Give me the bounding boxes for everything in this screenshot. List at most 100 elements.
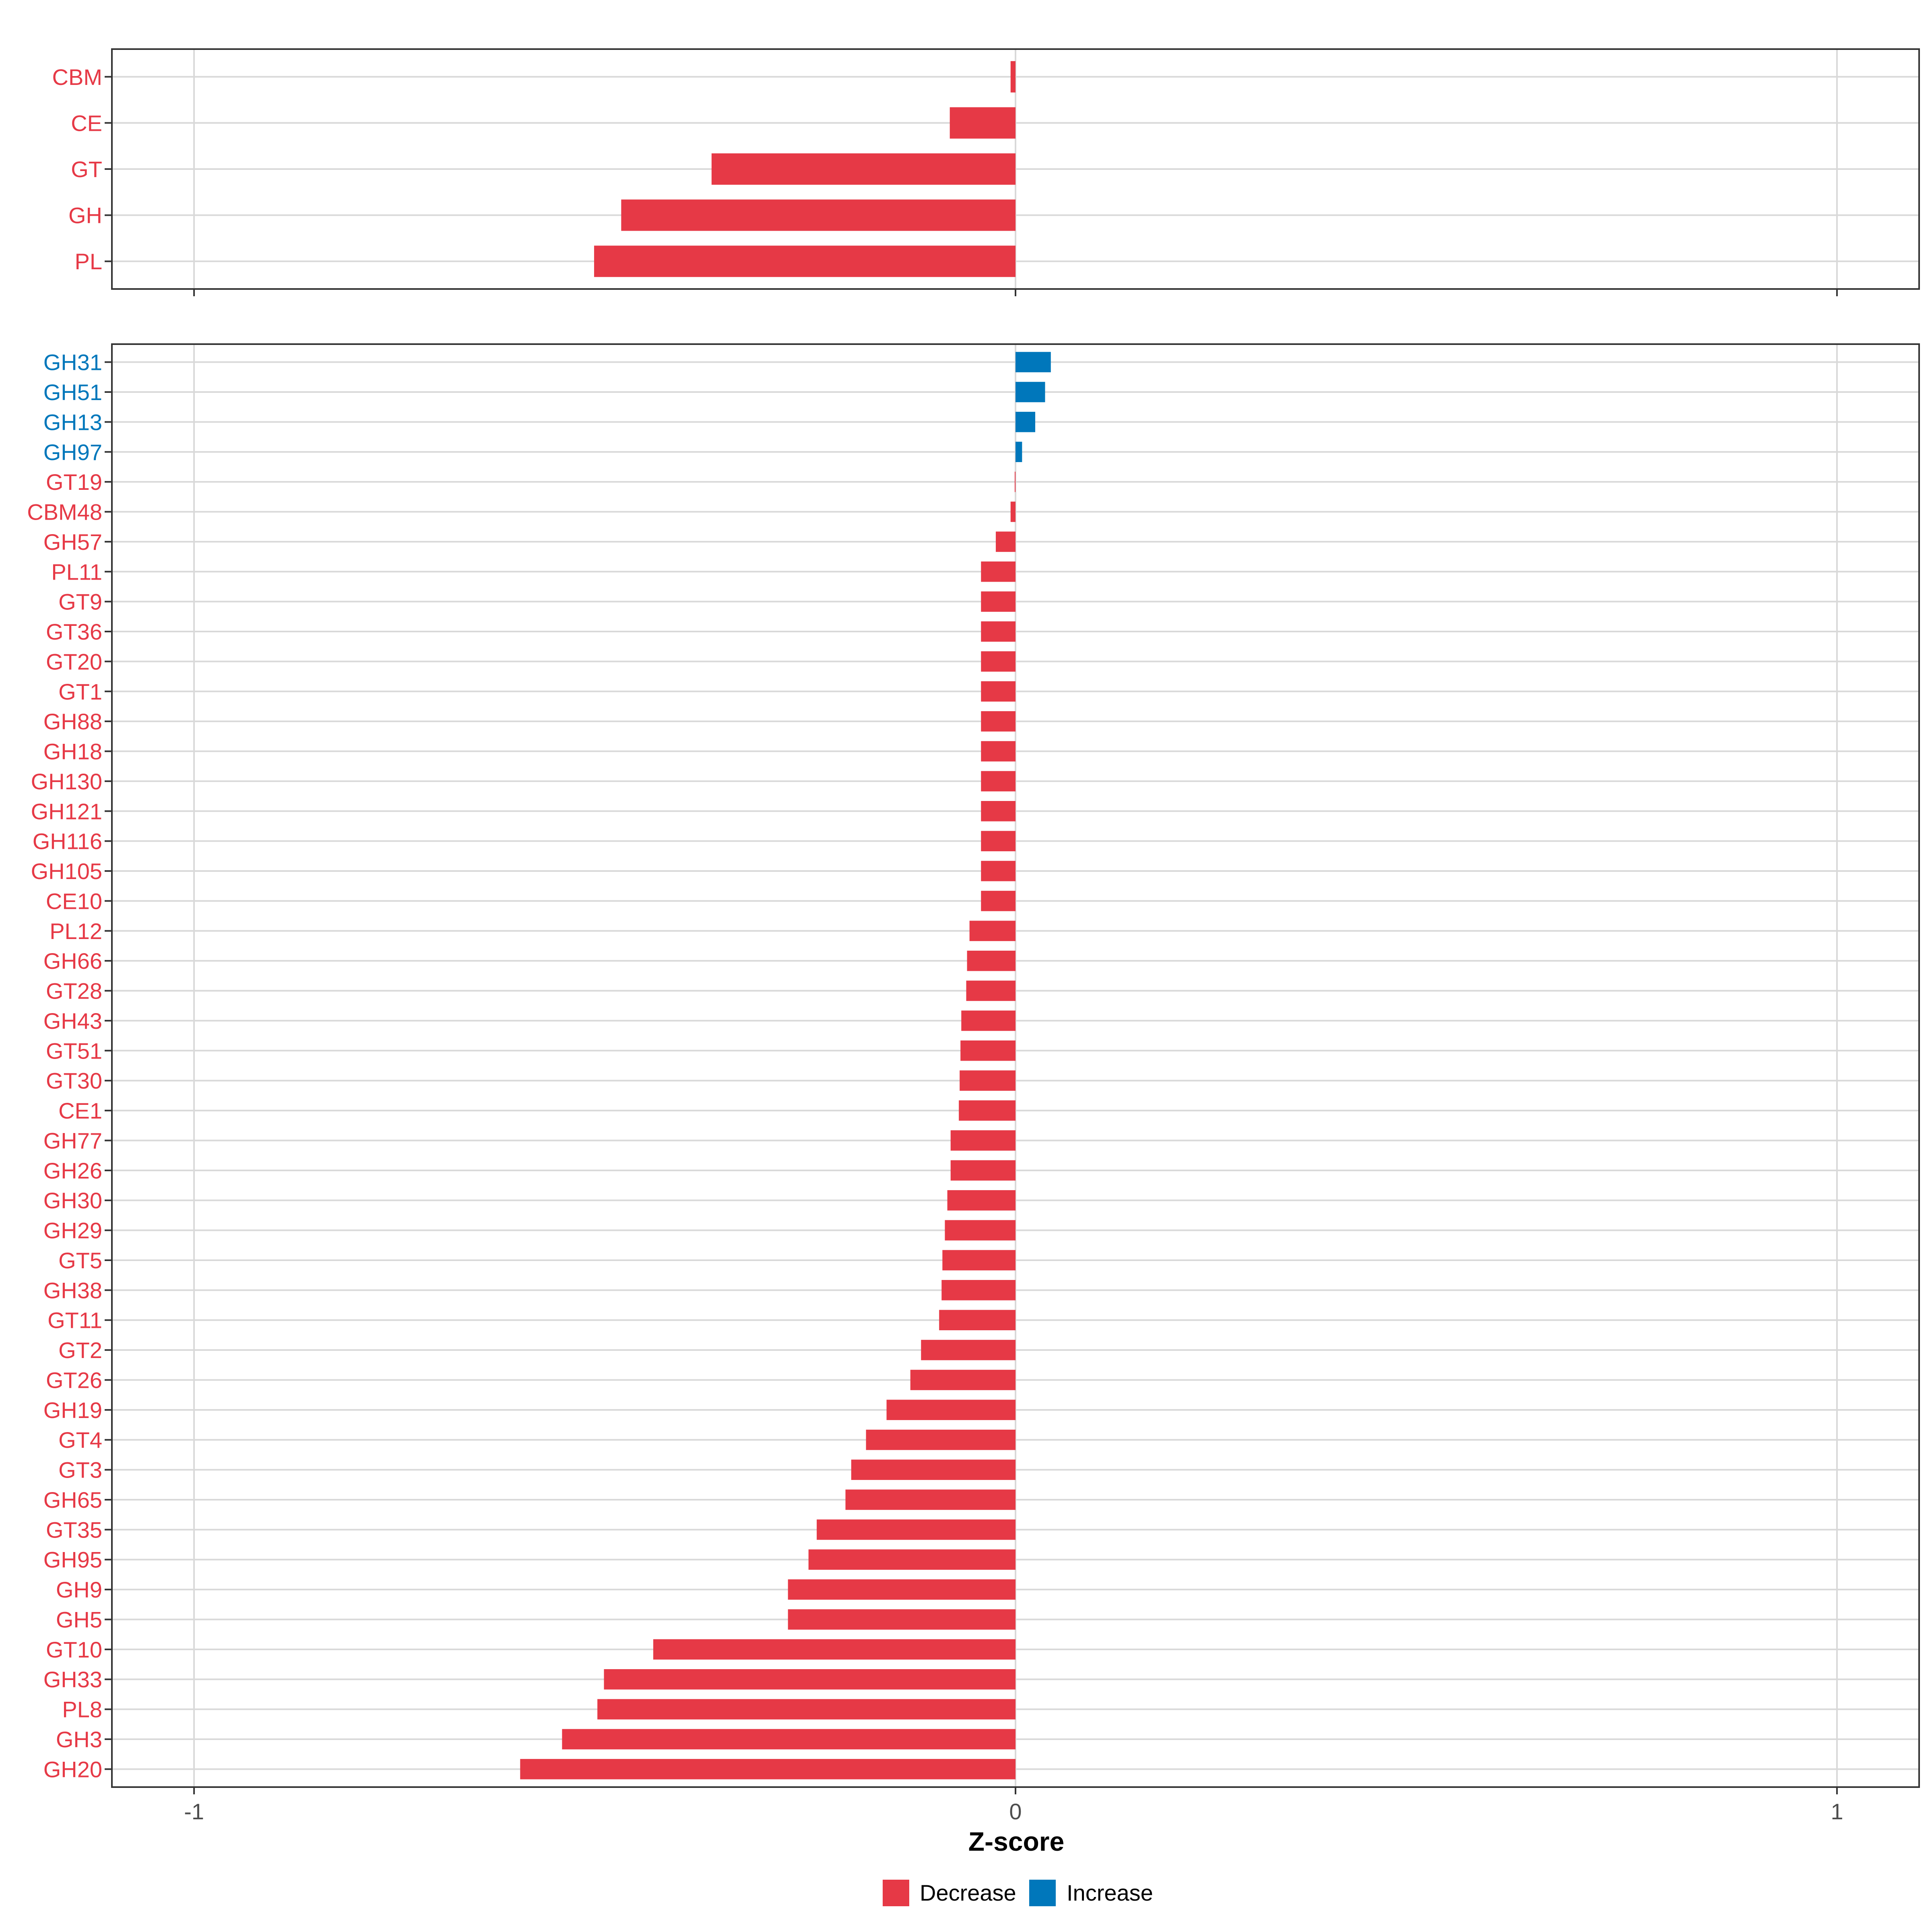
bar-gt36 bbox=[981, 621, 1016, 642]
bar-gh bbox=[621, 199, 1016, 231]
bar-gh97 bbox=[1016, 442, 1022, 462]
category-label-gt9: GT9 bbox=[58, 589, 102, 615]
bar-gh30 bbox=[947, 1190, 1016, 1211]
category-label-gt35: GT35 bbox=[46, 1517, 102, 1542]
bar-gh57 bbox=[996, 531, 1016, 552]
bar-gt9 bbox=[981, 591, 1016, 612]
x-tick-label: 0 bbox=[1009, 1799, 1022, 1824]
category-label-gh33: GH33 bbox=[43, 1667, 102, 1692]
bar-gh33 bbox=[604, 1669, 1016, 1690]
bar-gh26 bbox=[950, 1160, 1016, 1181]
category-label-cbm: CBM bbox=[52, 64, 102, 90]
bar-gh31 bbox=[1016, 352, 1051, 372]
bar-gt5 bbox=[942, 1250, 1016, 1271]
category-label-gh130: GH130 bbox=[31, 769, 102, 794]
category-label-gt10: GT10 bbox=[46, 1637, 102, 1662]
bar-gh9 bbox=[788, 1579, 1016, 1600]
category-label-gh43: GH43 bbox=[43, 1008, 102, 1034]
bar-gt1 bbox=[981, 681, 1016, 702]
category-label-gh13: GH13 bbox=[43, 409, 102, 435]
bar-gt20 bbox=[981, 651, 1016, 672]
bar-gh43 bbox=[961, 1010, 1016, 1031]
bar-gt2 bbox=[921, 1340, 1016, 1360]
bar-pl bbox=[594, 246, 1016, 277]
category-label-gh9: GH9 bbox=[56, 1577, 102, 1602]
bottom-panel: GH31GH51GH13GH97GT19CBM48GH57PL11GT9GT36… bbox=[27, 343, 1920, 1824]
bar-gh116 bbox=[981, 831, 1016, 851]
category-label-gt19: GT19 bbox=[46, 469, 102, 495]
bar-gh88 bbox=[981, 711, 1016, 732]
bar-gh18 bbox=[981, 741, 1016, 762]
category-label-pl12: PL12 bbox=[50, 919, 102, 944]
category-label-ce10: CE10 bbox=[46, 888, 102, 914]
bar-ce10 bbox=[981, 891, 1016, 911]
bar-pl8 bbox=[597, 1699, 1016, 1719]
bar-gh29 bbox=[945, 1220, 1016, 1241]
top-panel-border bbox=[111, 48, 1920, 290]
bar-gt30 bbox=[960, 1070, 1016, 1091]
bar-gt26 bbox=[910, 1370, 1016, 1390]
bar-gt3 bbox=[851, 1459, 1016, 1480]
bar-gt35 bbox=[817, 1519, 1016, 1540]
category-label-gt20: GT20 bbox=[46, 649, 102, 674]
category-label-ce1: CE1 bbox=[58, 1098, 102, 1123]
bar-gh105 bbox=[981, 861, 1016, 881]
category-label-gh3: GH3 bbox=[56, 1727, 102, 1752]
top-panel: CBM CE GT GH PL bbox=[52, 48, 1920, 296]
bar-cbm bbox=[1010, 61, 1016, 93]
category-label-gh51: GH51 bbox=[43, 380, 102, 405]
category-label-gh121: GH121 bbox=[31, 799, 102, 824]
category-label-gh65: GH65 bbox=[43, 1487, 102, 1513]
bar-gt11 bbox=[939, 1310, 1016, 1330]
legend-key-increase bbox=[1029, 1880, 1056, 1906]
bar-ce bbox=[949, 107, 1016, 139]
bar-ce1 bbox=[959, 1100, 1016, 1121]
category-label-gt4: GT4 bbox=[58, 1427, 102, 1453]
category-label-gh20: GH20 bbox=[43, 1757, 102, 1782]
category-label-gt28: GT28 bbox=[46, 978, 102, 1004]
bar-gt19 bbox=[1014, 471, 1016, 492]
category-label-gh38: GH38 bbox=[43, 1278, 102, 1303]
bar-gt28 bbox=[966, 980, 1016, 1001]
category-label-pl8: PL8 bbox=[62, 1697, 102, 1722]
category-label-gh30: GH30 bbox=[43, 1188, 102, 1213]
category-label-gt30: GT30 bbox=[46, 1068, 102, 1094]
bar-gh121 bbox=[981, 801, 1016, 822]
category-label-ce: CE bbox=[71, 110, 102, 136]
category-label-gt: GT bbox=[71, 157, 102, 182]
bar-gh51 bbox=[1016, 382, 1045, 402]
category-label-gh18: GH18 bbox=[43, 739, 102, 764]
category-label-gt11: GT11 bbox=[47, 1308, 102, 1333]
bar-gt4 bbox=[866, 1429, 1016, 1450]
category-label-gt51: GT51 bbox=[46, 1038, 102, 1063]
bar-gh5 bbox=[788, 1609, 1016, 1630]
category-label-gt2: GT2 bbox=[58, 1338, 102, 1363]
bar-gh77 bbox=[950, 1130, 1016, 1151]
category-label-gh88: GH88 bbox=[43, 709, 102, 734]
category-label-gt3: GT3 bbox=[58, 1457, 102, 1483]
x-tick-label: 1 bbox=[1831, 1799, 1843, 1824]
category-label-gh57: GH57 bbox=[43, 529, 102, 555]
category-label-pl11: PL11 bbox=[51, 559, 102, 584]
category-label-gh5: GH5 bbox=[56, 1607, 102, 1632]
category-label-gh31: GH31 bbox=[43, 350, 102, 375]
bar-pl12 bbox=[969, 921, 1016, 941]
bottom-panel-border bbox=[111, 343, 1920, 1788]
bar-gt10 bbox=[653, 1639, 1016, 1660]
bar-gt bbox=[711, 153, 1016, 185]
bar-gh66 bbox=[967, 950, 1016, 971]
bar-gh20 bbox=[520, 1759, 1016, 1779]
category-label-gt1: GT1 bbox=[58, 679, 102, 704]
legend-key-decrease bbox=[883, 1880, 909, 1906]
bar-cbm48 bbox=[1010, 502, 1016, 522]
bar-gh3 bbox=[562, 1729, 1016, 1750]
bar-gh19 bbox=[886, 1399, 1016, 1420]
bar-gh95 bbox=[808, 1549, 1016, 1570]
category-label-gh97: GH97 bbox=[43, 440, 102, 465]
bar-gt51 bbox=[960, 1040, 1016, 1061]
category-label-gt26: GT26 bbox=[46, 1367, 102, 1393]
bar-gh13 bbox=[1016, 412, 1035, 432]
category-label-gh116: GH116 bbox=[33, 829, 102, 854]
bar-gh130 bbox=[981, 771, 1016, 792]
